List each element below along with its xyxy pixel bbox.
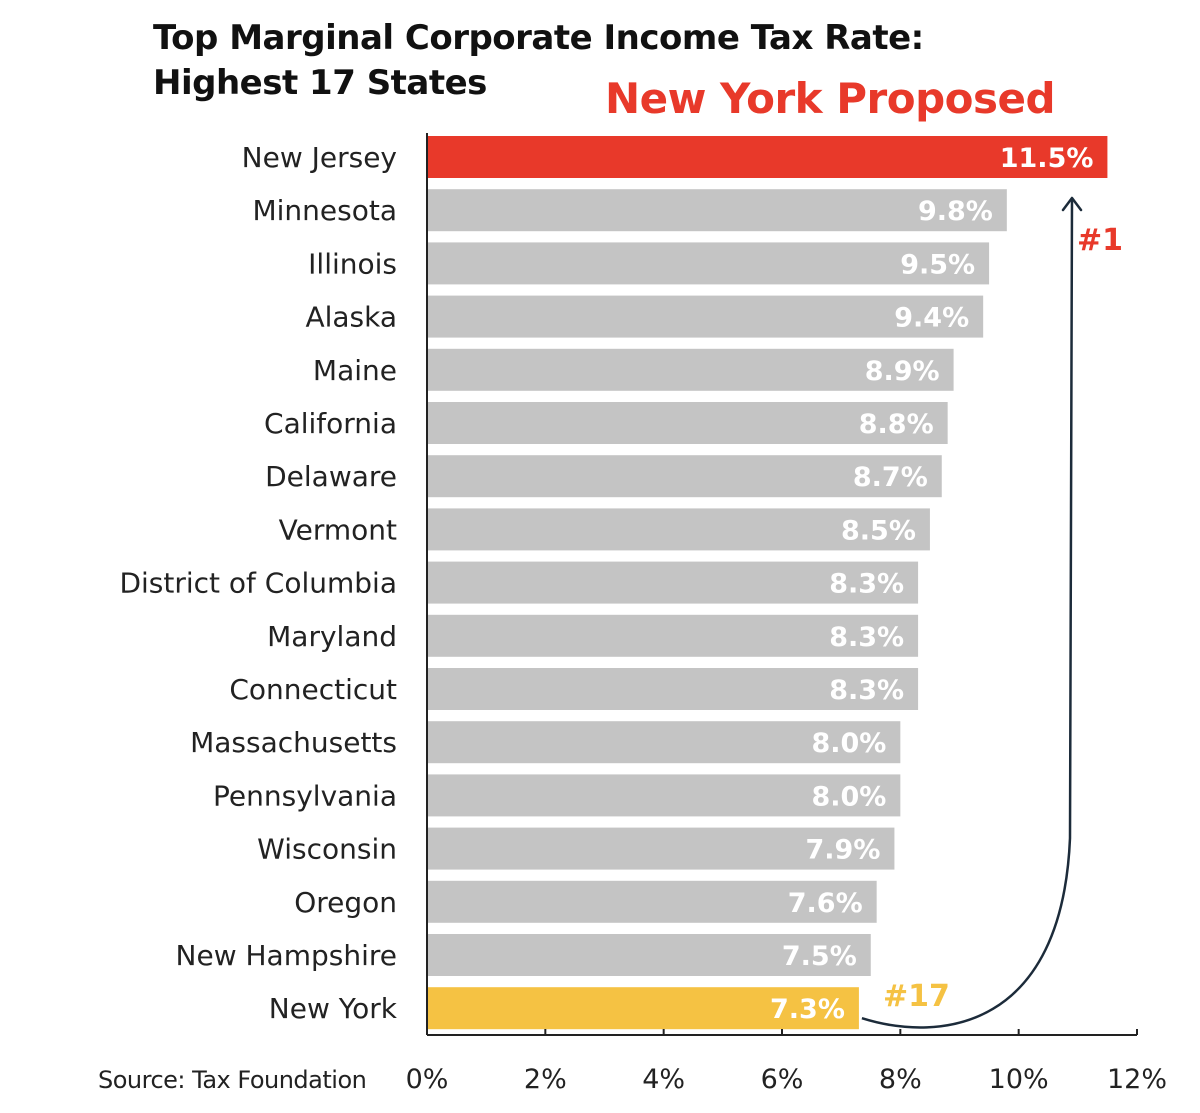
bar-maryland bbox=[427, 614, 919, 657]
bar-value-label-delaware: 8.7% bbox=[853, 462, 928, 493]
category-label-new-jersey: New Jersey bbox=[242, 141, 397, 174]
bar-district-of-columbia bbox=[427, 561, 919, 604]
chart-title: Top Marginal Corporate Income Tax Rate: … bbox=[153, 16, 924, 106]
x-tick-label: 6% bbox=[761, 1064, 804, 1095]
axis-layer: 0% 2% 4% 6% 8% 10% 12% bbox=[406, 133, 1167, 1095]
rank-jump-arrowhead bbox=[1061, 196, 1083, 212]
x-tick-label: 0% bbox=[406, 1064, 449, 1095]
bar-value-label-district-of-columbia: 8.3% bbox=[829, 569, 904, 600]
bar-value-label-california: 8.8% bbox=[859, 409, 934, 440]
bar-value-label-pennsylvania: 8.0% bbox=[811, 781, 886, 812]
bar-value-label-illinois: 9.5% bbox=[900, 249, 975, 280]
category-label-new-york: New York bbox=[269, 992, 398, 1025]
bar-massachusetts bbox=[427, 721, 901, 764]
category-label-connecticut: Connecticut bbox=[229, 673, 397, 706]
bar-value-label-connecticut: 8.3% bbox=[829, 675, 904, 706]
category-label-maryland: Maryland bbox=[267, 620, 397, 653]
source-note: Source: Tax Foundation bbox=[98, 1066, 367, 1094]
category-label-oregon: Oregon bbox=[294, 886, 397, 919]
bar-alaska bbox=[427, 295, 984, 338]
bar-value-label-vermont: 8.5% bbox=[841, 515, 916, 546]
category-label-maine: Maine bbox=[313, 354, 397, 387]
bar-delaware bbox=[427, 455, 942, 498]
category-label-minnesota: Minnesota bbox=[252, 194, 397, 227]
new-york-proposed-callout: New York Proposed bbox=[605, 74, 1056, 123]
x-tick-label: 8% bbox=[879, 1064, 922, 1095]
bar-value-label-oregon: 7.6% bbox=[788, 888, 863, 919]
bar-maine bbox=[427, 348, 954, 391]
category-label-massachusetts: Massachusetts bbox=[190, 726, 397, 759]
category-label-alaska: Alaska bbox=[305, 301, 397, 334]
rank-jump-arrow bbox=[861, 197, 1074, 1029]
bar-value-label-maine: 8.9% bbox=[865, 356, 940, 387]
bar-value-label-wisconsin: 7.9% bbox=[806, 835, 881, 866]
x-tick-label: 4% bbox=[642, 1064, 685, 1095]
category-label-vermont: Vermont bbox=[279, 513, 397, 546]
bar-value-label-minnesota: 9.8% bbox=[918, 196, 993, 227]
bar-new-hampshire bbox=[427, 934, 871, 976]
bar-illinois bbox=[427, 242, 990, 285]
category-label-wisconsin: Wisconsin bbox=[257, 833, 397, 866]
bar-value-label-maryland: 8.3% bbox=[829, 622, 904, 653]
x-tick-label: 12% bbox=[1107, 1064, 1167, 1095]
annotation-layer: #1 #17 bbox=[861, 196, 1123, 1029]
x-tick-label: 2% bbox=[524, 1064, 567, 1095]
bar-connecticut bbox=[427, 668, 919, 710]
category-label-california: California bbox=[264, 407, 397, 440]
bar-california bbox=[427, 402, 948, 444]
bar-minnesota bbox=[427, 189, 1007, 232]
rank-annotation-17: #17 bbox=[883, 979, 950, 1014]
bar-value-label-massachusetts: 8.0% bbox=[811, 728, 886, 759]
bar-pennsylvania bbox=[427, 774, 901, 817]
bars-layer: 11.5% New Jersey 9.8% Minnesota 9.5% Illinois… bbox=[119, 136, 1108, 1030]
bar-value-label-new-jersey: 11.5% bbox=[1000, 143, 1094, 174]
category-label-delaware: Delaware bbox=[265, 460, 397, 493]
bar-new-jersey bbox=[427, 136, 1108, 178]
rank-annotation-1: #1 bbox=[1077, 223, 1123, 258]
category-label-district-of-columbia: District of Columbia bbox=[119, 567, 397, 600]
category-label-illinois: Illinois bbox=[308, 247, 397, 280]
category-label-pennsylvania: Pennsylvania bbox=[213, 779, 397, 812]
x-tick-label: 10% bbox=[989, 1064, 1049, 1095]
category-label-new-hampshire: New Hampshire bbox=[176, 939, 397, 972]
bar-value-label-new-hampshire: 7.5% bbox=[782, 941, 857, 972]
bar-new-york bbox=[427, 987, 859, 1030]
bar-oregon bbox=[427, 880, 877, 923]
bar-vermont bbox=[427, 508, 930, 551]
bar-value-label-alaska: 9.4% bbox=[894, 303, 969, 334]
chart-title-line-2: Highest 17 States bbox=[153, 63, 487, 103]
bar-value-label-new-york: 7.3% bbox=[770, 994, 845, 1025]
bar-wisconsin bbox=[427, 827, 895, 870]
chart-title-line-1: Top Marginal Corporate Income Tax Rate: bbox=[153, 18, 924, 58]
